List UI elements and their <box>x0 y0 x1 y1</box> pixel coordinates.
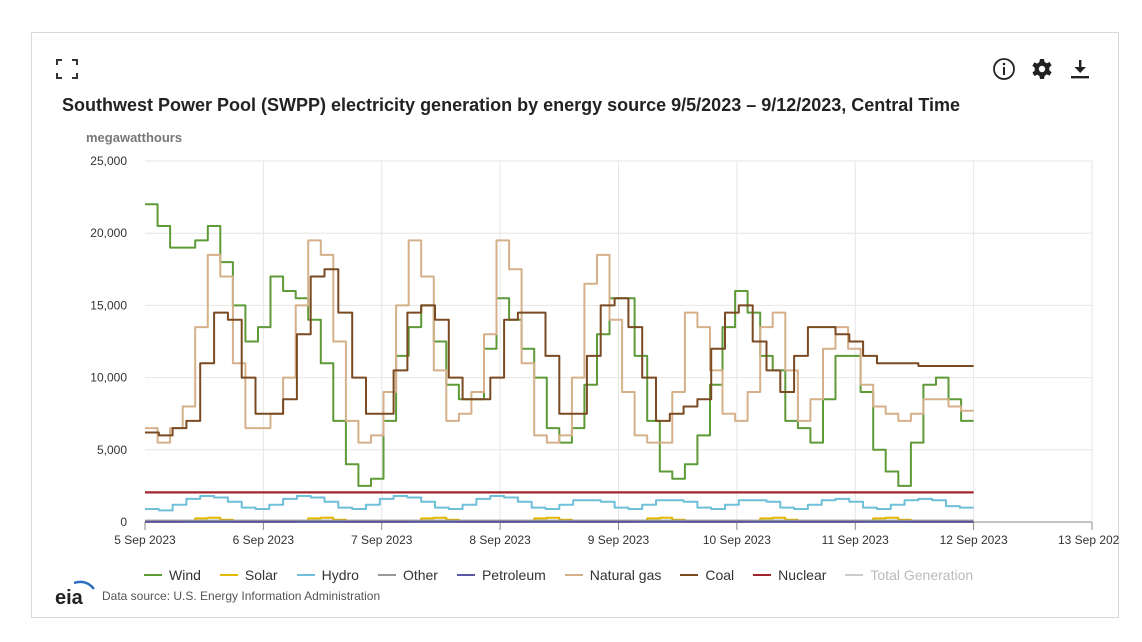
legend-item-total-generation[interactable]: Total Generation <box>845 567 973 583</box>
legend-swatch <box>753 574 772 576</box>
x-tick-label: 6 Sep 2023 <box>233 533 295 547</box>
legend-swatch <box>456 574 475 576</box>
series-line-coal <box>145 268 974 437</box>
legend-item-hydro[interactable]: Hydro <box>296 567 359 583</box>
chart-legend: Wind Solar Hydro Other Petroleum Natural gas C… <box>144 567 973 583</box>
y-tick-label: 25,000 <box>90 154 127 168</box>
gear-icon[interactable] <box>1030 57 1054 81</box>
legend-swatch <box>219 574 238 576</box>
legend-swatch <box>564 574 583 576</box>
x-tick-label: 12 Sep 2023 <box>940 533 1008 547</box>
chart-footer: eia Data source: U.S. Energy Information… <box>54 579 380 607</box>
legend-label: Petroleum <box>481 567 546 583</box>
legend-item-solar[interactable]: Solar <box>219 567 278 583</box>
legend-label: Wind <box>169 567 201 583</box>
x-tick-label: 11 Sep 2023 <box>822 533 889 547</box>
chart-plot: 0 5,000 10,000 15,000 20,000 25,000 5 Sep 2023… <box>90 154 1120 547</box>
chart-title: Southwest Power Pool (SWPP) electricity … <box>62 95 961 115</box>
info-icon[interactable] <box>992 57 1016 81</box>
y-axis-unit-label: megawatthours <box>86 130 183 145</box>
series-line-wind <box>145 203 974 487</box>
legend-label: Natural gas <box>589 567 662 583</box>
legend-label: Solar <box>244 567 278 583</box>
legend-item-petroleum[interactable]: Petroleum <box>456 567 546 583</box>
legend-swatch <box>144 574 162 576</box>
page-header-partial <box>0 0 1142 14</box>
chart-toolbar <box>992 57 1092 81</box>
x-tick-label: 9 Sep 2023 <box>588 533 650 547</box>
expand-icon[interactable] <box>56 59 78 79</box>
legend-label: Other <box>402 567 438 583</box>
y-tick-label: 20,000 <box>90 226 127 240</box>
legend-item-wind[interactable]: Wind <box>144 567 201 583</box>
y-tick-label: 5,000 <box>97 443 127 457</box>
legend-item-nuclear[interactable]: Nuclear <box>753 567 826 583</box>
legend-label: Coal <box>705 567 735 583</box>
x-tick-label: 10 Sep 2023 <box>703 533 771 547</box>
series-line-hydro <box>145 495 974 512</box>
y-tick-label: 0 <box>120 515 127 529</box>
x-tick-label: 8 Sep 2023 <box>469 533 531 547</box>
legend-item-other[interactable]: Other <box>377 567 438 583</box>
legend-label: Hydro <box>321 567 359 583</box>
download-icon[interactable] <box>1068 57 1092 81</box>
legend-item-natural-gas[interactable]: Natural gas <box>564 567 662 583</box>
y-tick-label: 15,000 <box>90 298 127 312</box>
chart-card: Southwest Power Pool (SWPP) electricity … <box>31 32 1120 618</box>
eia-logo: eia <box>55 580 95 607</box>
legend-swatch <box>296 574 315 576</box>
series-line-natural-gas <box>145 239 974 444</box>
legend-label: Total Generation <box>870 567 974 583</box>
x-tick-label: 13 Sep 2023 <box>1058 533 1120 547</box>
data-source-note: Data source: U.S. Energy Information Adm… <box>102 589 381 603</box>
x-tick-label: 5 Sep 2023 <box>114 533 176 547</box>
y-tick-label: 10,000 <box>90 371 127 385</box>
legend-swatch <box>377 574 396 576</box>
legend-swatch <box>680 574 699 576</box>
legend-swatch <box>845 574 864 576</box>
legend-label: Nuclear <box>778 567 827 583</box>
svg-text:eia: eia <box>55 587 84 607</box>
x-tick-label: 7 Sep 2023 <box>351 533 413 547</box>
legend-item-coal[interactable]: Coal <box>680 567 734 583</box>
